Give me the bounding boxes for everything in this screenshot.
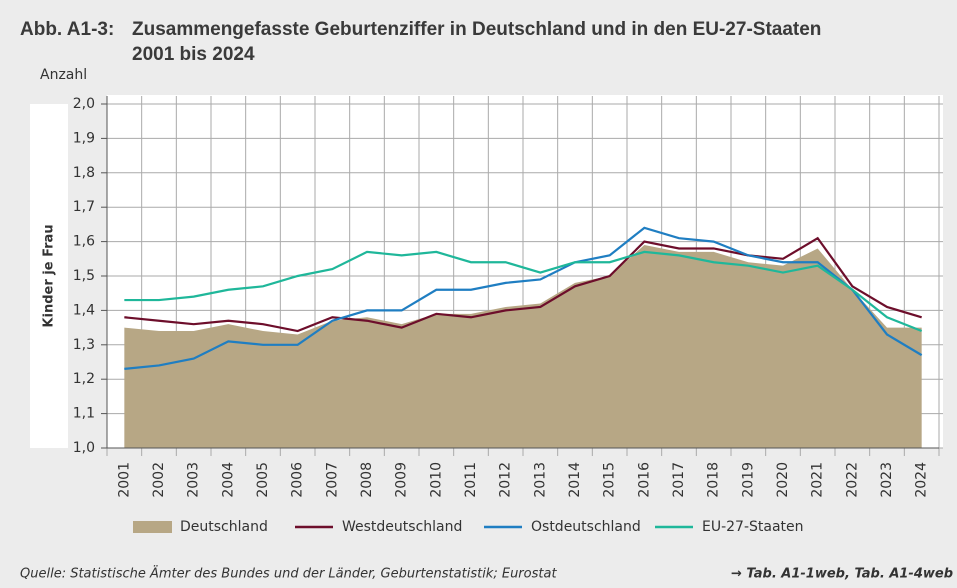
x-tick-label: 2024 (914, 462, 930, 498)
x-tick-label: 2023 (879, 462, 895, 498)
x-tick-label: 2016 (636, 462, 652, 498)
area (124, 245, 922, 448)
chart-subtitle: 2001 bis 2024 (132, 44, 255, 65)
y-tick-label: 1,7 (73, 199, 95, 215)
unit-label: Anzahl (40, 67, 87, 83)
source: Quelle: Statistische Ämter des Bundes un… (20, 566, 557, 582)
x-tick-label: 2014 (567, 462, 583, 498)
x-tick-label: 2001 (116, 462, 132, 498)
x-tick-label: 2010 (428, 462, 444, 498)
line (124, 226, 923, 370)
legend-swatch (133, 521, 172, 533)
legend-label: Ostdeutschland (531, 519, 641, 535)
x-tick-label: 2011 (463, 462, 479, 498)
x-tick-label: 2003 (186, 462, 202, 498)
y-tick-label: 2,0 (73, 96, 95, 112)
y-label-box (30, 104, 68, 448)
x-tick-label: 2020 (775, 462, 791, 498)
x-tick-label: 2009 (394, 462, 410, 498)
x-tick-label: 2012 (498, 462, 514, 498)
x-tick-label: 2021 (810, 462, 826, 498)
y-tick-label: 1,2 (73, 371, 95, 387)
y-axis-label: Kinder je Frau (42, 224, 57, 327)
y-tick-label: 1,8 (73, 165, 95, 181)
x-tick-label: 2017 (671, 462, 687, 498)
y-tick-label: 1,1 (73, 406, 95, 422)
y-tick-label: 1,0 (73, 440, 95, 456)
x-tick-label: 2019 (740, 462, 756, 498)
legend-label: Westdeutschland (342, 519, 462, 535)
y-tick-label: 1,9 (73, 130, 95, 146)
legend-label: Deutschland (180, 519, 268, 535)
reference-link[interactable]: → Tab. A1-1web, Tab. A1-4web (731, 567, 953, 582)
y-tick-label: 1,6 (73, 234, 95, 250)
y-tick-label: 1,3 (73, 337, 95, 353)
x-tick-label: 2007 (324, 462, 340, 498)
x-tick-label: 2006 (290, 462, 306, 498)
x-tick-label: 2004 (220, 462, 236, 498)
chart-title: Zusammengefasste Geburtenziffer in Deuts… (132, 19, 821, 40)
x-tick-label: 2022 (844, 462, 860, 498)
x-tick-label: 2005 (255, 462, 271, 498)
x-tick-label: 2013 (532, 462, 548, 498)
figure-label: Abb. A1-3: (20, 19, 114, 40)
x-tick-label: 2015 (602, 462, 618, 498)
line (124, 250, 923, 333)
y-tick-label: 1,5 (73, 268, 95, 284)
y-tick-label: 1,4 (73, 302, 95, 318)
line (124, 236, 922, 333)
x-tick-label: 2018 (706, 462, 722, 498)
legend-label: EU-27-Staaten (702, 519, 804, 535)
x-tick-label: 2002 (151, 462, 167, 498)
x-tick-label: 2008 (359, 462, 375, 498)
